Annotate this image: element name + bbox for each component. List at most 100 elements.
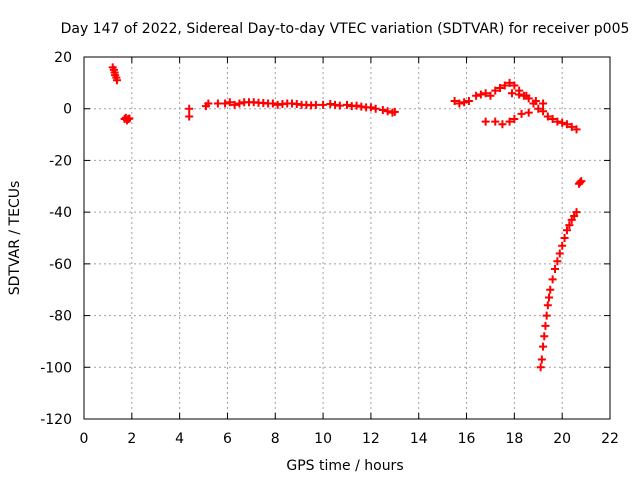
data-point-marker — [562, 120, 571, 129]
data-point-marker — [491, 86, 500, 95]
y-tick-label: -60 — [49, 257, 72, 273]
data-point-marker — [185, 112, 194, 121]
y-tick-label: 20 — [54, 50, 72, 66]
y-tick-label: -100 — [40, 360, 72, 376]
data-point-marker — [319, 100, 328, 109]
y-tick-label: -120 — [40, 412, 72, 428]
data-point-marker — [185, 104, 194, 113]
x-tick-label: 10 — [314, 431, 332, 447]
data-point-marker — [204, 99, 213, 108]
data-point-marker — [366, 103, 375, 112]
data-point-marker — [491, 117, 500, 126]
data-point-marker — [524, 108, 533, 117]
data-point-marker — [390, 107, 399, 116]
data-point-marker — [486, 91, 495, 100]
data-point-marker — [531, 96, 540, 105]
data-markers — [108, 63, 586, 372]
data-point-marker — [537, 355, 546, 364]
x-tick-label: 18 — [505, 431, 523, 447]
data-point-marker — [558, 118, 567, 127]
data-point-marker — [455, 99, 464, 108]
data-point-marker — [548, 275, 557, 284]
plot-frame — [83, 56, 611, 420]
data-point-marker — [572, 208, 581, 217]
data-point-marker — [546, 285, 555, 294]
data-point-marker — [551, 265, 560, 274]
x-tick-label: 16 — [458, 431, 476, 447]
data-point-marker — [335, 101, 344, 110]
data-point-marker — [460, 98, 469, 107]
data-point-marker — [558, 241, 567, 250]
data-point-marker — [481, 117, 490, 126]
data-point-marker — [343, 100, 351, 109]
data-point-marker — [481, 89, 490, 98]
data-point-marker — [371, 104, 380, 113]
data-point-marker — [510, 81, 519, 90]
y-tick-label: 0 — [63, 102, 72, 118]
data-point-marker — [539, 99, 548, 108]
data-point-marker — [536, 363, 545, 372]
data-point-marker — [230, 100, 239, 109]
data-point-marker — [505, 117, 514, 126]
data-point-marker — [268, 99, 277, 108]
data-point-marker — [553, 257, 562, 266]
series-evening-dip — [481, 108, 533, 129]
data-point-marker — [213, 99, 222, 108]
x-tick-label: 4 — [175, 431, 184, 447]
data-point-marker — [567, 122, 576, 131]
data-point-marker — [545, 293, 554, 302]
data-point-marker — [510, 115, 519, 124]
series-evening-arc — [450, 78, 581, 134]
data-point-marker — [534, 104, 543, 113]
data-point-marker — [555, 249, 564, 258]
data-point-marker — [562, 226, 571, 235]
data-point-marker — [505, 78, 514, 87]
chart-title: Day 147 of 2022, Sidereal Day-to-day VTE… — [61, 21, 630, 37]
x-tick-label: 22 — [601, 431, 619, 447]
data-point-marker — [543, 301, 552, 310]
data-point-marker — [498, 120, 507, 129]
data-point-marker — [540, 332, 549, 341]
data-point-marker — [539, 107, 548, 116]
data-point-marker — [576, 178, 585, 187]
data-point-marker — [496, 84, 505, 93]
data-point-marker — [577, 177, 586, 186]
data-point-marker — [541, 321, 550, 330]
x-tick-label: 2 — [127, 431, 136, 447]
data-point-marker — [543, 112, 552, 121]
series-late-isolated — [574, 177, 586, 188]
data-point-marker — [125, 114, 134, 123]
x-tick-label: 12 — [362, 431, 380, 447]
data-point-marker — [352, 101, 361, 110]
y-tick-label: -20 — [49, 153, 72, 169]
data-point-marker — [500, 81, 509, 90]
series-early-high — [108, 63, 121, 85]
data-point-marker — [548, 115, 557, 124]
x-tick-labels: 0 2 4 6 8 10 12 14 16 18 20 22 — [80, 431, 619, 447]
series-late-high-branch — [507, 89, 548, 108]
y-tick-labels: -120 -100 -80 -60 -40 -20 0 20 — [40, 50, 72, 428]
data-point-marker — [225, 98, 234, 107]
data-point-marker — [383, 107, 392, 116]
series-early-low — [120, 113, 134, 125]
data-point-marker — [311, 100, 320, 109]
data-point-marker — [221, 99, 230, 108]
data-point-marker — [464, 96, 473, 105]
data-point-marker — [522, 91, 531, 100]
data-point-marker — [472, 91, 481, 100]
grid-lines — [84, 57, 610, 419]
x-tick-label: 6 — [223, 431, 232, 447]
data-point-marker — [515, 90, 524, 99]
data-point-marker — [507, 89, 516, 98]
data-point-marker — [112, 76, 121, 85]
y-tick-label: -40 — [49, 205, 72, 221]
axis-ticks — [83, 56, 611, 420]
data-point-marker — [450, 96, 459, 105]
series-midday-arc — [185, 98, 399, 121]
data-point-marker — [553, 117, 562, 126]
data-point-marker — [517, 109, 526, 118]
data-point-marker — [572, 125, 581, 134]
data-point-marker — [565, 221, 574, 230]
